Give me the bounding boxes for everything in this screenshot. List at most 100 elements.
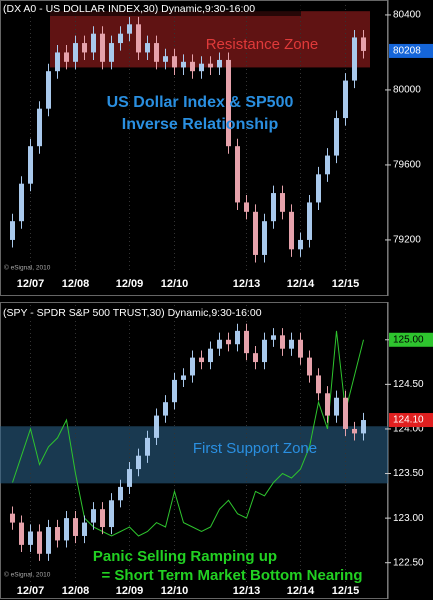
candle-body — [280, 335, 285, 349]
y-tick-label: 123.50 — [393, 468, 424, 479]
candle-body — [262, 339, 267, 363]
candle-body — [361, 37, 366, 51]
indicator-line — [12, 330, 364, 537]
y-tick-label: 79200 — [393, 235, 421, 246]
candle-body — [154, 415, 159, 438]
candle-body — [46, 71, 51, 109]
candle-body — [145, 43, 150, 53]
zone-label: Resistance Zone — [206, 36, 319, 53]
x-tick-label: 12/14 — [287, 585, 315, 597]
candle-body — [73, 518, 78, 536]
candle-body — [181, 375, 186, 380]
candle-body — [298, 239, 303, 250]
candle-body — [37, 108, 42, 147]
candle-body — [217, 339, 222, 349]
x-tick-label: 12/13 — [233, 585, 261, 597]
candle-body — [154, 43, 159, 62]
line-last-box — [389, 332, 433, 347]
candle-body — [262, 221, 267, 255]
candle-body — [109, 43, 114, 62]
source: © eSignal, 2010 — [4, 571, 51, 579]
candle-body — [289, 211, 294, 250]
x-tick-label: 12/09 — [116, 585, 144, 597]
candle-body — [235, 146, 240, 203]
candle-body — [91, 33, 96, 53]
candle-body — [10, 513, 15, 523]
candle-body — [55, 527, 60, 541]
annotation: Inverse Relationship — [122, 116, 279, 133]
candle-body — [253, 211, 258, 255]
candle-body — [163, 402, 168, 416]
candle-body — [289, 339, 294, 349]
candle-body — [91, 509, 96, 523]
candle-body — [343, 397, 348, 429]
candle-body — [325, 393, 330, 416]
candle-body — [235, 330, 240, 345]
last-value-box — [389, 413, 433, 428]
x-tick-label: 12/14 — [287, 278, 315, 290]
candle-body — [226, 339, 231, 345]
candle-body — [208, 348, 213, 363]
candle-body — [19, 522, 24, 545]
candle-body — [343, 80, 348, 119]
candle-body — [361, 420, 366, 434]
candle-body — [181, 61, 186, 68]
x-tick-label: 12/08 — [62, 585, 90, 597]
candle-body — [271, 335, 276, 340]
candle-body — [82, 522, 87, 536]
x-tick-label: 12/13 — [233, 278, 261, 290]
candle-body — [55, 52, 60, 72]
last-value-box — [389, 43, 433, 58]
candle-body — [217, 59, 222, 68]
y-tick-label: 124.50 — [393, 379, 424, 390]
candle-body — [127, 24, 132, 34]
annotation: = Short Term Market Bottom Nearing — [101, 567, 362, 584]
zone-label: First Support Zone — [193, 440, 317, 457]
x-tick-label: 12/07 — [17, 278, 45, 290]
candle-body — [352, 428, 357, 434]
candle-body — [199, 357, 204, 363]
y-tick-label: 123.00 — [393, 513, 424, 524]
candle-body — [334, 397, 339, 416]
candle-body — [28, 146, 33, 184]
candle-body — [109, 500, 114, 528]
candle-body — [100, 509, 105, 528]
candle-body — [28, 531, 33, 545]
candle-body — [73, 43, 78, 62]
panel-title: (SPY - SPDR S&P 500 TRUST,30) Dynamic,9:… — [3, 307, 262, 319]
candle-body — [172, 56, 177, 68]
x-tick-label: 12/08 — [62, 278, 90, 290]
candle-body — [199, 63, 204, 72]
candle-body — [271, 193, 276, 222]
candle-body — [352, 37, 357, 81]
candle-body — [100, 33, 105, 62]
x-tick-label: 12/15 — [332, 585, 360, 597]
candle-body — [172, 379, 177, 403]
candle-body — [190, 61, 195, 72]
candle-body — [19, 183, 24, 222]
candle-body — [307, 202, 312, 240]
candle-body — [136, 24, 141, 53]
line-last-label: 125.00 — [393, 334, 424, 345]
candle-body — [163, 56, 168, 62]
candle-body — [64, 518, 69, 541]
y-tick-label: 124.00 — [393, 424, 424, 435]
annotation: Panic Selling Ramping up — [93, 548, 277, 565]
y-tick-label: 122.50 — [393, 557, 424, 568]
candle-body — [82, 43, 87, 53]
candle-body — [316, 174, 321, 203]
last-value-label: 124.10 — [393, 415, 424, 426]
last-value-label: 80208 — [393, 46, 421, 57]
x-tick-label: 12/15 — [332, 278, 360, 290]
x-tick-label: 12/10 — [161, 278, 189, 290]
candle-body — [307, 357, 312, 376]
candle-body — [10, 221, 15, 240]
header-bg — [1, 2, 301, 16]
y-tick-label: 79600 — [393, 160, 421, 171]
candle-body — [244, 330, 249, 354]
y-tick-label: 80000 — [393, 85, 421, 96]
candle-body — [118, 486, 123, 501]
candle-body — [316, 375, 321, 394]
